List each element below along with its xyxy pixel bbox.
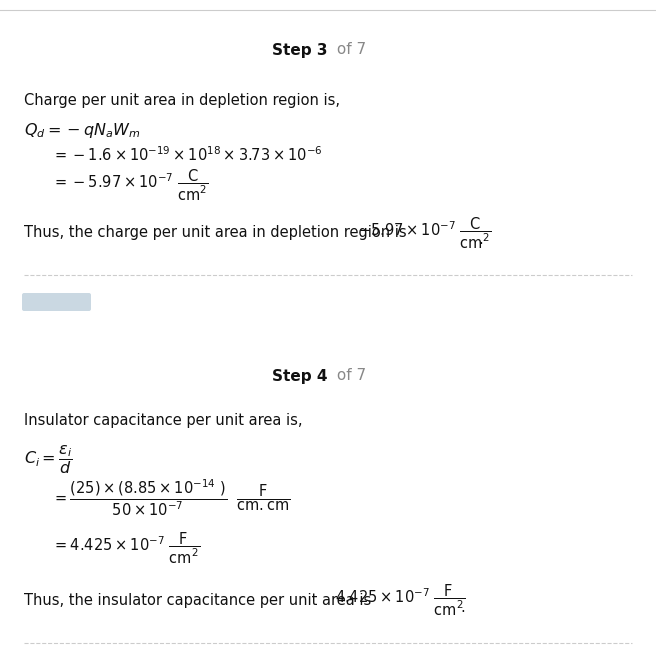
Text: .: . bbox=[478, 232, 483, 247]
Text: $C_i = \dfrac{\varepsilon_i}{d}$: $C_i = \dfrac{\varepsilon_i}{d}$ bbox=[24, 443, 73, 476]
Text: $4.425\times10^{-7}\ \dfrac{\mathrm{F}}{\mathrm{cm}^2}$: $4.425\times10^{-7}\ \dfrac{\mathrm{F}}{… bbox=[335, 582, 465, 618]
Text: .: . bbox=[460, 601, 464, 616]
Text: Charge per unit area in depletion region is,: Charge per unit area in depletion region… bbox=[24, 93, 340, 108]
Text: $= 4.425\times10^{-7}\ \dfrac{\mathrm{F}}{\mathrm{cm}^2}$: $= 4.425\times10^{-7}\ \dfrac{\mathrm{F}… bbox=[52, 530, 200, 565]
Text: $= -1.6\times10^{-19}\times10^{18}\times3.73\times10^{-6}$: $= -1.6\times10^{-19}\times10^{18}\times… bbox=[52, 146, 323, 165]
Text: $Q_d = -qN_aW_m$: $Q_d = -qN_aW_m$ bbox=[24, 121, 141, 140]
Text: Step 4: Step 4 bbox=[272, 368, 328, 383]
Text: Step 3: Step 3 bbox=[272, 42, 328, 57]
Text: of 7: of 7 bbox=[332, 368, 366, 383]
Text: Thus, the charge per unit area in depletion region is: Thus, the charge per unit area in deplet… bbox=[24, 225, 407, 240]
FancyBboxPatch shape bbox=[22, 293, 91, 311]
Text: Thus, the insulator capacitance per unit area is: Thus, the insulator capacitance per unit… bbox=[24, 592, 371, 607]
Text: Insulator capacitance per unit area is,: Insulator capacitance per unit area is, bbox=[24, 413, 302, 428]
Text: $=\dfrac{(25)\times(8.85\times10^{-14}\ )}{50\times10^{-7}}\ \ \dfrac{\mathrm{F}: $=\dfrac{(25)\times(8.85\times10^{-14}\ … bbox=[52, 477, 291, 518]
Text: $-5.97\times10^{-7}\ \dfrac{\mathrm{C}}{\mathrm{cm}^2}$: $-5.97\times10^{-7}\ \dfrac{\mathrm{C}}{… bbox=[358, 215, 491, 251]
Text: $= -5.97\times10^{-7}\ \dfrac{\mathrm{C}}{\mathrm{cm}^2}$: $= -5.97\times10^{-7}\ \dfrac{\mathrm{C}… bbox=[52, 167, 209, 202]
Text: of 7: of 7 bbox=[332, 42, 366, 57]
